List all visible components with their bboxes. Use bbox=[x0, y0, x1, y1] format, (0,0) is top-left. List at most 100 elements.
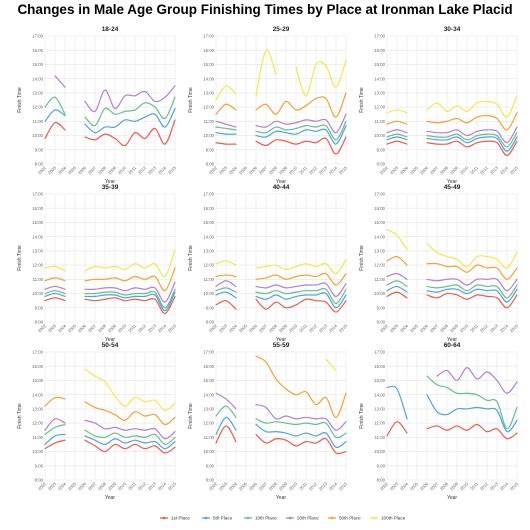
x-tick-label: 2003 bbox=[218, 165, 229, 176]
y-tick-label: 14:00 bbox=[203, 392, 214, 397]
y-tick-label: 13:00 bbox=[32, 406, 43, 411]
y-tick-label: 14:00 bbox=[203, 234, 214, 239]
x-tick-label: 2010 bbox=[117, 323, 128, 334]
x-tick-label: 2008 bbox=[268, 165, 279, 176]
x-tick-label: 2014 bbox=[157, 165, 168, 176]
series-line-100th-place bbox=[84, 368, 176, 411]
y-tick-label: 17:00 bbox=[374, 192, 385, 197]
y-tick-label: 12:00 bbox=[32, 105, 43, 110]
y-tick-label: 11:00 bbox=[33, 119, 44, 124]
panel-18-24: 18-24 8:00 9:00 10:00 11:00 12:00 13:00 14:00 15… bbox=[17, 26, 178, 185]
panel-55-59: 55-59 8:00 9:00 10:00 11:00 12:00 13:00 14:00 15… bbox=[188, 342, 349, 501]
series-line-10th-place bbox=[84, 288, 176, 309]
series-line-1st-place bbox=[386, 421, 408, 437]
x-axis-label: Year bbox=[105, 495, 115, 501]
series-line-50th-place bbox=[215, 274, 237, 278]
y-tick-label: 12:00 bbox=[203, 421, 214, 426]
y-tick-label: 17:00 bbox=[374, 34, 385, 39]
x-tick-label: 2003 bbox=[47, 323, 58, 334]
y-tick-label: 15:00 bbox=[203, 378, 214, 383]
x-tick-label: 2005 bbox=[409, 481, 420, 492]
series-line-20th-place bbox=[386, 273, 408, 280]
x-tick-label: 2006 bbox=[419, 481, 430, 492]
x-tick-label: 2015 bbox=[167, 323, 178, 334]
x-tick-label: 2005 bbox=[238, 323, 249, 334]
x-tick-label: 2011 bbox=[127, 323, 138, 334]
x-tick-label: 2014 bbox=[157, 323, 168, 334]
x-tick-label: 2004 bbox=[399, 323, 410, 334]
y-axis-label: Finish Time bbox=[17, 403, 23, 429]
legend-label: 5th Place bbox=[213, 516, 233, 521]
x-tick-label: 2008 bbox=[268, 481, 279, 492]
x-axis-label: Year bbox=[447, 337, 457, 343]
y-tick-label: 16:00 bbox=[32, 48, 43, 53]
x-tick-label: 2011 bbox=[469, 165, 480, 176]
x-tick-label: 2015 bbox=[338, 323, 349, 334]
x-tick-label: 2011 bbox=[298, 481, 309, 492]
x-tick-label: 2004 bbox=[228, 481, 239, 492]
series-line-50th-place bbox=[386, 120, 408, 125]
series-line-100th-place bbox=[426, 95, 518, 118]
x-tick-label: 2009 bbox=[278, 323, 289, 334]
x-tick-label: 2014 bbox=[499, 481, 510, 492]
x-tick-label: 2012 bbox=[479, 165, 490, 176]
x-tick-label: 2015 bbox=[167, 165, 178, 176]
panel-title: 60-64 bbox=[444, 342, 461, 349]
x-tick-label: 2009 bbox=[449, 165, 460, 176]
x-tick-label: 2007 bbox=[258, 165, 269, 176]
x-tick-label: 2005 bbox=[238, 481, 249, 492]
y-tick-label: 15:00 bbox=[203, 62, 214, 67]
y-tick-label: 10:00 bbox=[203, 449, 214, 454]
x-tick-label: 2013 bbox=[147, 165, 158, 176]
y-axis-label: Finish Time bbox=[188, 87, 194, 113]
x-tick-label: 2006 bbox=[248, 481, 259, 492]
x-tick-label: 2013 bbox=[489, 165, 500, 176]
series-line-10th-place bbox=[426, 375, 518, 430]
x-tick-label: 2007 bbox=[429, 323, 440, 334]
legend-marker bbox=[204, 516, 208, 520]
x-tick-label: 2009 bbox=[278, 481, 289, 492]
series-line-1st-place bbox=[84, 295, 176, 315]
y-tick-label: 11:00 bbox=[375, 119, 386, 124]
series-line-10th-place bbox=[215, 405, 237, 419]
series-line-10th-place bbox=[255, 287, 347, 305]
x-tick-label: 2004 bbox=[57, 323, 68, 334]
series-line-10th-place bbox=[386, 133, 408, 138]
x-tick-label: 2003 bbox=[218, 481, 229, 492]
x-tick-label: 2008 bbox=[268, 323, 279, 334]
series-line-20th-place bbox=[44, 418, 66, 431]
series-line-20th-place bbox=[215, 392, 237, 410]
x-tick-label: 2009 bbox=[449, 323, 460, 334]
y-tick-label: 9:00 bbox=[35, 147, 44, 152]
x-tick-label: 2011 bbox=[298, 323, 309, 334]
x-tick-label: 2012 bbox=[137, 323, 148, 334]
panel-45-49: 45-49 8:00 9:00 10:00 11:00 12:00 13:00 14:00 15… bbox=[359, 184, 520, 343]
legend-label: 20th Place bbox=[297, 516, 319, 521]
x-tick-label: 2004 bbox=[57, 481, 68, 492]
y-tick-label: 17:00 bbox=[32, 192, 43, 197]
x-tick-label: 2012 bbox=[479, 481, 490, 492]
series-line-50th-place bbox=[426, 112, 518, 131]
x-tick-label: 2015 bbox=[509, 165, 520, 176]
y-tick-label: 13:00 bbox=[374, 90, 385, 95]
x-tick-label: 2008 bbox=[439, 165, 450, 176]
x-axis-label: Year bbox=[105, 337, 115, 343]
series-line-10th-place bbox=[44, 290, 66, 295]
series-line-20th-place bbox=[215, 120, 237, 128]
series-line-20th-place bbox=[44, 285, 66, 290]
y-tick-label: 10:00 bbox=[203, 291, 214, 296]
x-tick-label: 2012 bbox=[308, 323, 319, 334]
y-tick-label: 16:00 bbox=[32, 364, 43, 369]
y-tick-label: 15:00 bbox=[374, 62, 385, 67]
x-tick-label: 2007 bbox=[429, 165, 440, 176]
series-line-5th-place bbox=[215, 291, 237, 299]
x-tick-label: 2008 bbox=[97, 481, 108, 492]
series-line-100th-place bbox=[295, 59, 347, 97]
x-tick-label: 2011 bbox=[469, 323, 480, 334]
y-tick-label: 10:00 bbox=[32, 133, 43, 138]
x-tick-label: 2013 bbox=[147, 481, 158, 492]
x-tick-label: 2007 bbox=[87, 323, 98, 334]
x-tick-label: 2004 bbox=[399, 481, 410, 492]
y-tick-label: 9:00 bbox=[35, 463, 44, 468]
panel-title: 35-39 bbox=[102, 184, 119, 191]
